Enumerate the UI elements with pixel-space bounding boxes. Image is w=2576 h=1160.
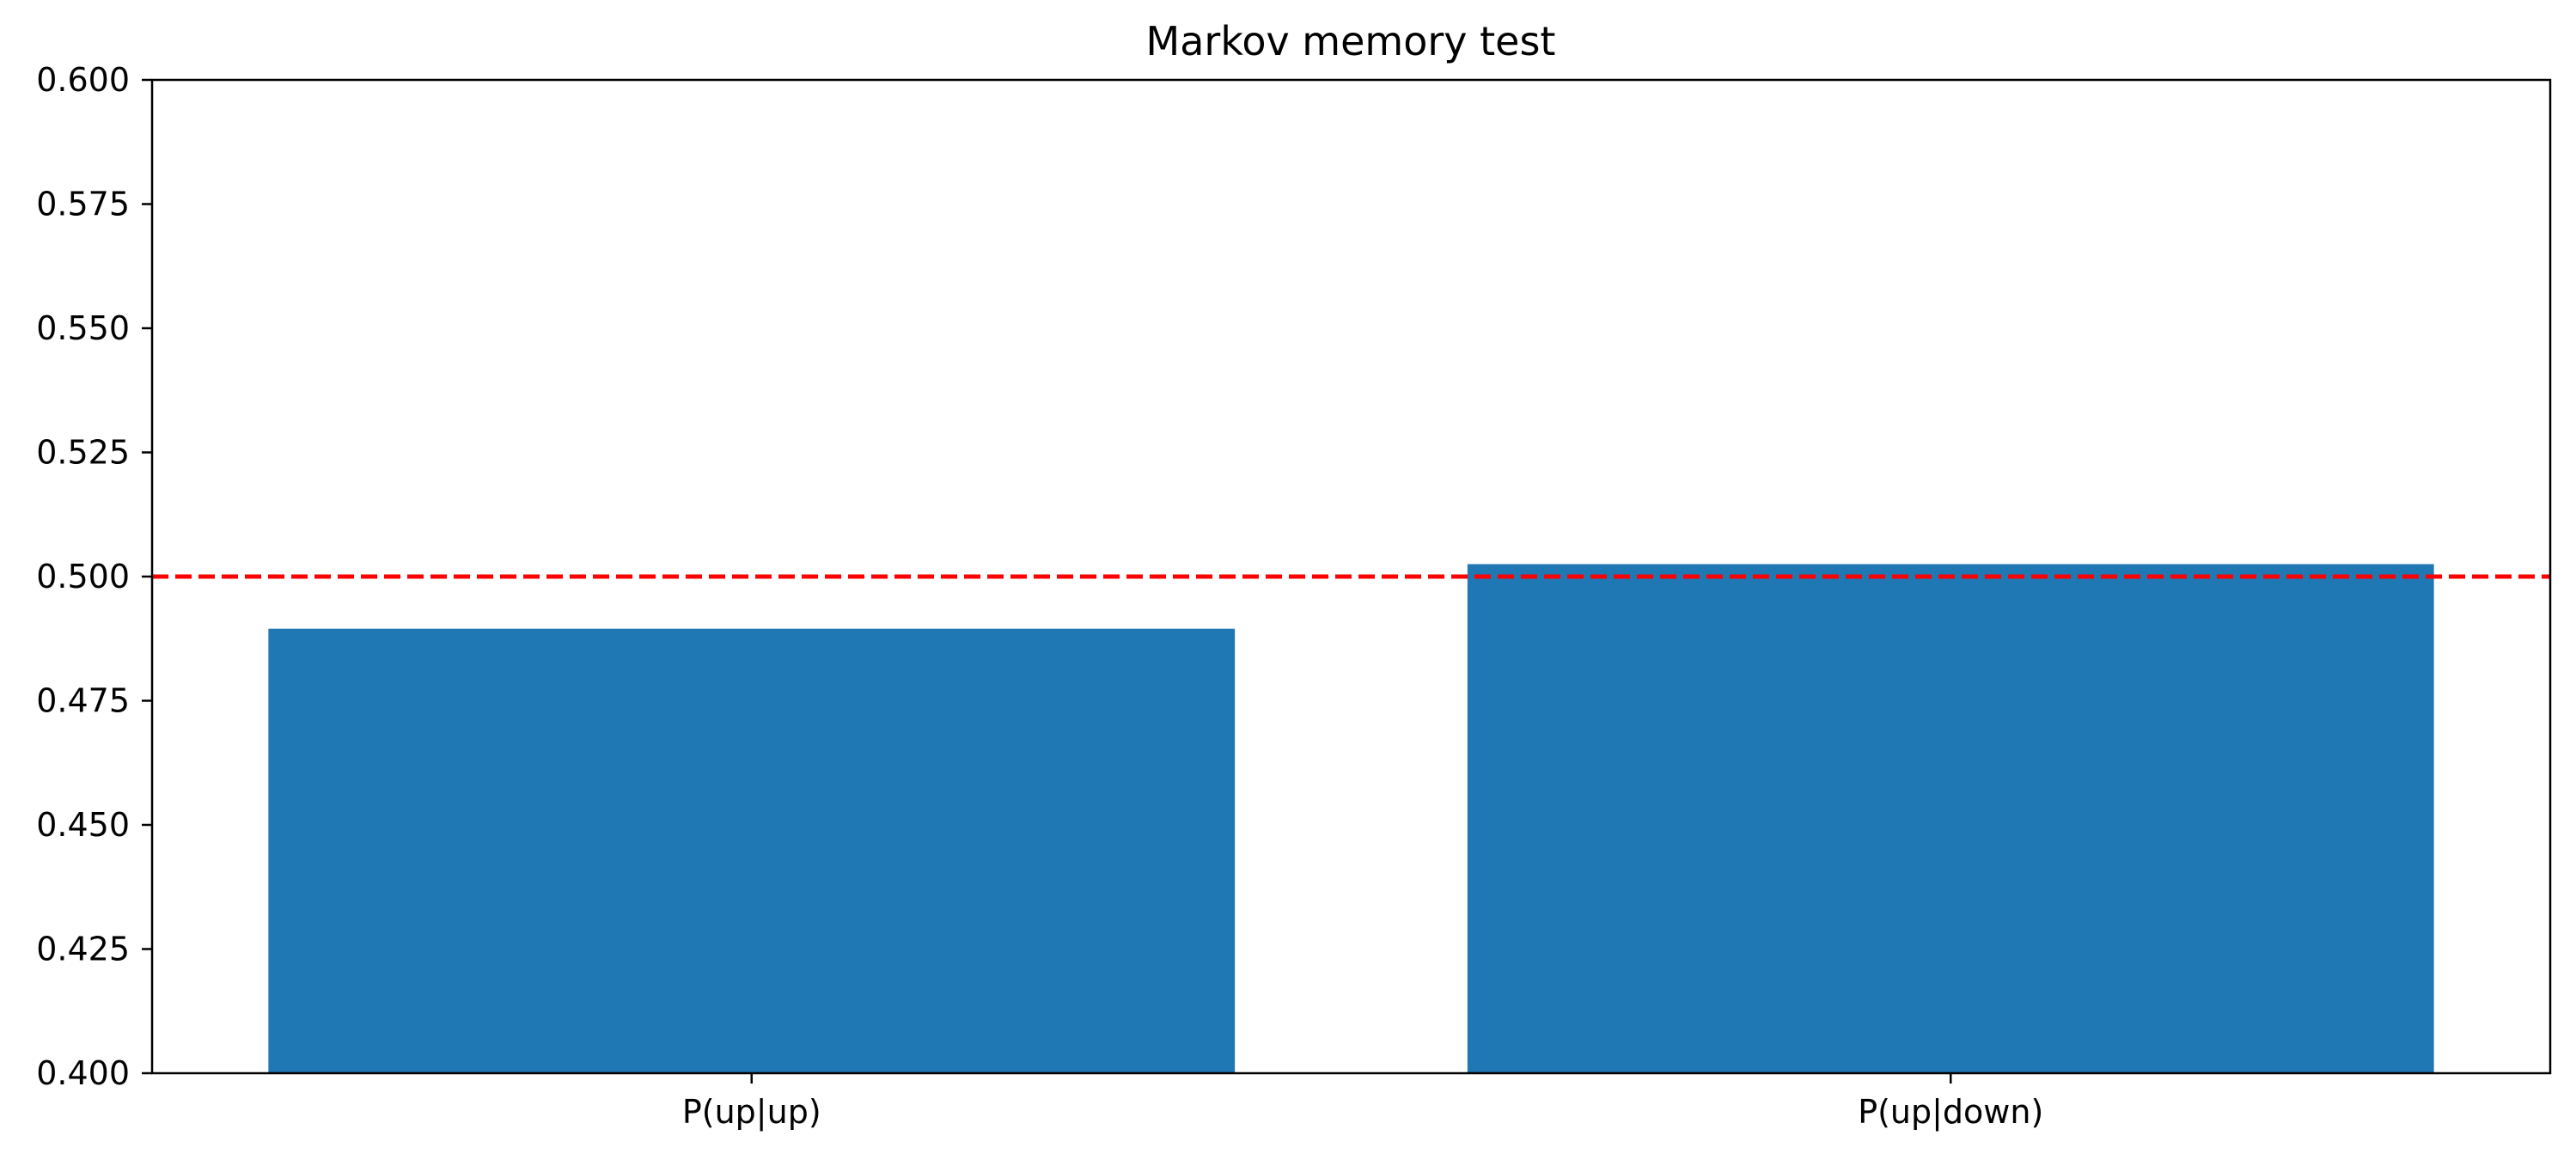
y-axis: 0.400 0.425 0.450 0.475 0.500 0.525 0.550 0.575… xyxy=(36,61,152,1092)
y-tick-label: 0.500 xyxy=(36,558,130,595)
x-axis: P(up|up) P(up|down) xyxy=(682,1073,2043,1132)
x-tick-label: P(up|down) xyxy=(1858,1093,2043,1132)
x-tick-label: P(up|up) xyxy=(682,1093,821,1132)
y-tick-label: 0.450 xyxy=(36,806,130,844)
bar-1 xyxy=(1467,564,2434,1073)
y-tick-label: 0.400 xyxy=(36,1054,130,1092)
y-tick-label: 0.475 xyxy=(36,682,130,720)
plot-frame xyxy=(150,78,2552,1075)
y-tick-label: 0.425 xyxy=(36,931,130,968)
y-tick-label: 0.550 xyxy=(36,309,130,347)
bars-group xyxy=(268,564,2434,1073)
y-tick-label: 0.525 xyxy=(36,434,130,472)
chart-title: Markov memory test xyxy=(1146,18,1556,64)
y-tick-label: 0.575 xyxy=(36,186,130,223)
y-tick-label: 0.600 xyxy=(36,61,130,99)
bar-0 xyxy=(268,628,1236,1073)
